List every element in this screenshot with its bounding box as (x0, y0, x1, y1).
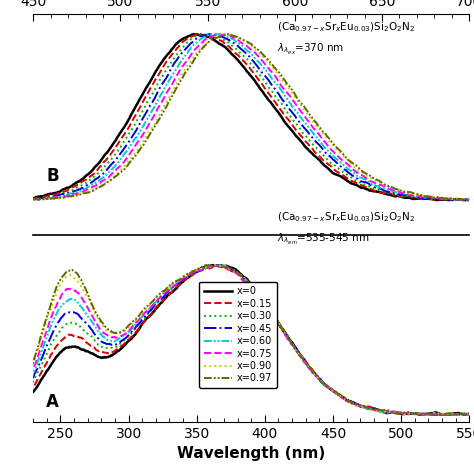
Text: A: A (46, 393, 59, 411)
Text: (Ca$_{0.97-x}$Sr$_x$Eu$_{0.03}$)Si$_2$O$_2$N$_2$
$\lambda_{\lambda_{ex}}$=370 nm: (Ca$_{0.97-x}$Sr$_x$Eu$_{0.03}$)Si$_2$O$… (277, 20, 416, 57)
Text: (Ca$_{0.97-x}$Sr$_x$Eu$_{0.03}$)Si$_2$O$_2$N$_2$
$\lambda_{\lambda_{em}}$=535-54: (Ca$_{0.97-x}$Sr$_x$Eu$_{0.03}$)Si$_2$O$… (277, 210, 416, 247)
Text: B: B (46, 167, 59, 185)
X-axis label: Wavelength (nm): Wavelength (nm) (177, 447, 325, 461)
Legend: x=0, x=0.15, x=0.30, x=0.45, x=0.60, x=0.75, x=0.90, x=0.97: x=0, x=0.15, x=0.30, x=0.45, x=0.60, x=0… (200, 282, 277, 388)
